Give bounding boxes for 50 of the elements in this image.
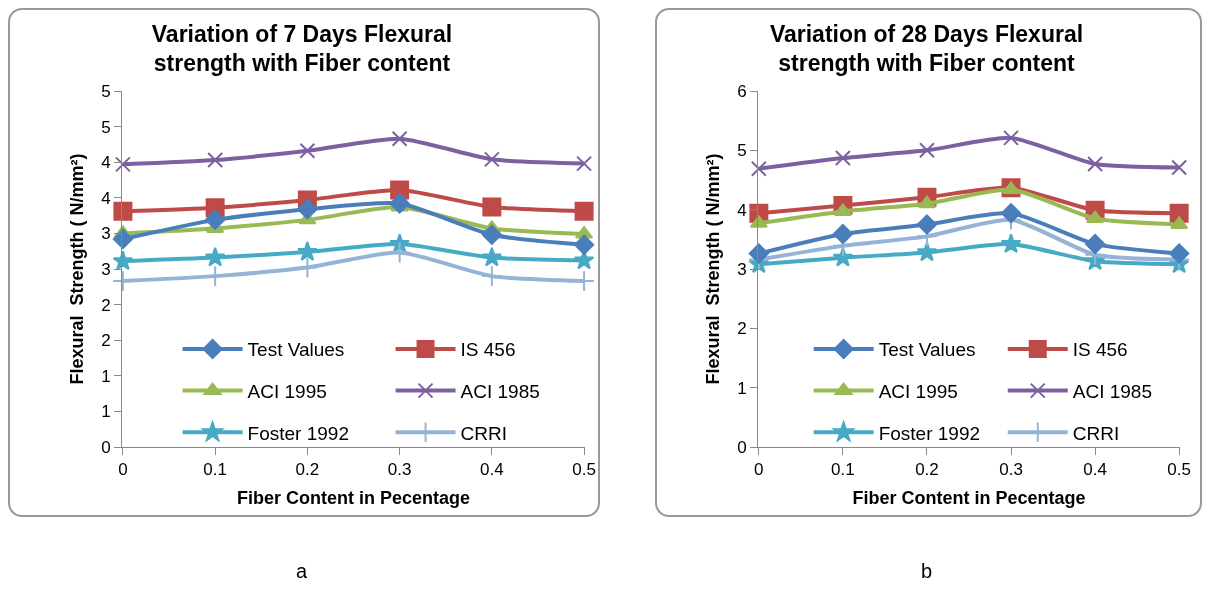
- legend-label: Foster 1992: [247, 422, 349, 444]
- y-tick-label: 2: [737, 319, 747, 339]
- y-tick-label: 0: [101, 437, 111, 457]
- chart-title: Variation of 28 Days Flexural strength with Fiber content: [769, 20, 1084, 77]
- legend-label: ACI 1995: [247, 381, 327, 403]
- text: b: [921, 560, 933, 582]
- x-tick-label: 0.2: [915, 460, 939, 480]
- x-tick-label: 0: [754, 460, 764, 480]
- legend-label: IS 456: [1072, 339, 1128, 361]
- legend-label: Test Values: [878, 339, 976, 361]
- y-tick-label: 4: [737, 200, 747, 220]
- y-tick-label: 3: [101, 224, 111, 244]
- y-tick-label: 5: [737, 141, 747, 161]
- y-tick-label: 2: [101, 295, 111, 315]
- y-tick-label: 3: [101, 259, 111, 279]
- x-tick-label: 0.3: [999, 460, 1023, 480]
- legend-label: Foster 1992: [878, 422, 981, 444]
- legend-label: CRRI: [460, 422, 507, 444]
- y-tick-label: 6: [737, 81, 747, 101]
- x-tick-label: 0.1: [831, 460, 855, 480]
- y-tick-label: 4: [101, 153, 111, 173]
- x-axis-title: Fiber Content in Pecentage: [852, 487, 1086, 508]
- legend-label: IS 456: [460, 339, 516, 361]
- y-axis-title: Flexural Strength ( N/mm²): [67, 153, 88, 385]
- y-tick-label: 2: [101, 331, 111, 351]
- x-tick-label: 0.3: [387, 460, 412, 480]
- y-tick-label: 1: [101, 366, 111, 386]
- y-tick-label: 1: [101, 402, 111, 422]
- y-tick-label: 0: [737, 437, 747, 457]
- legend-label: CRRI: [1072, 422, 1120, 444]
- y-axis-title: Flexural Strength ( N/mm²): [703, 153, 724, 385]
- y-tick-label: 5: [101, 81, 111, 101]
- x-tick-label: 0.5: [572, 460, 596, 480]
- legend-label: Test Values: [247, 339, 345, 361]
- legend-label: ACI 1985: [460, 381, 540, 403]
- x-tick-label: 0.4: [1083, 460, 1107, 480]
- y-tick-label: 3: [737, 259, 747, 279]
- text: a: [296, 560, 308, 582]
- x-tick-label: 0.5: [1167, 460, 1191, 480]
- x-tick-label: 0.1: [203, 460, 227, 480]
- x-tick-label: 0.4: [480, 460, 504, 480]
- legend-label: ACI 1995: [878, 381, 958, 403]
- chart-title: Variation of 7 Days Flexural strength with Fiber content: [151, 20, 453, 77]
- y-tick-label: 1: [737, 378, 747, 398]
- x-tick-label: 0: [118, 460, 128, 480]
- x-axis-title: Fiber Content in Pecentage: [236, 487, 471, 508]
- x-tick-label: 0.2: [295, 460, 320, 480]
- legend-label: ACI 1985: [1072, 381, 1152, 403]
- y-tick-label: 4: [101, 188, 111, 208]
- y-tick-label: 5: [101, 117, 111, 137]
